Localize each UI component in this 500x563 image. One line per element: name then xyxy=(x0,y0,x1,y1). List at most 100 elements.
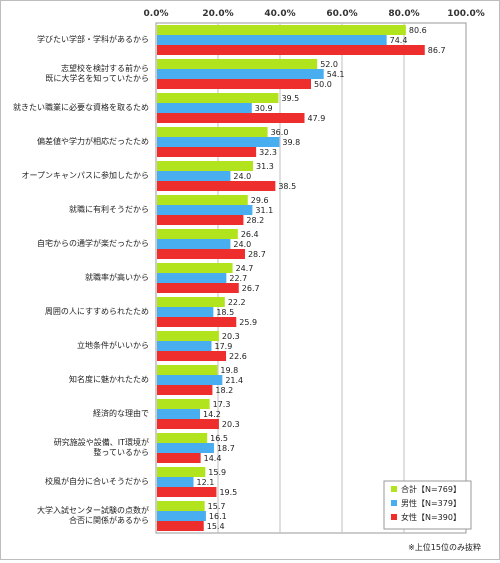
data-label: 19.8 xyxy=(220,366,238,375)
category-label: 周囲の人にすすめられたため xyxy=(45,307,149,316)
bars-layer xyxy=(157,25,425,531)
bar xyxy=(157,297,225,307)
x-tick-label: 60.0% xyxy=(326,9,357,19)
data-label: 31.1 xyxy=(255,206,273,215)
data-label: 32.3 xyxy=(259,148,277,157)
legend-label: 女性【N=390】 xyxy=(401,512,461,522)
data-label: 50.0 xyxy=(314,80,332,89)
x-tick-label: 100.0% xyxy=(447,9,485,19)
data-label: 15.9 xyxy=(208,468,226,477)
data-label: 14.2 xyxy=(203,410,221,419)
bar xyxy=(157,433,208,443)
legend-swatch xyxy=(391,500,397,506)
data-label: 14.4 xyxy=(204,454,222,463)
data-label: 15.4 xyxy=(207,522,225,531)
bar xyxy=(157,399,210,409)
bar xyxy=(157,341,212,351)
x-tick-label: 40.0% xyxy=(264,9,295,19)
bar xyxy=(157,59,318,69)
data-label: 17.9 xyxy=(214,342,232,351)
bar xyxy=(157,113,305,123)
bar xyxy=(157,273,227,283)
bar xyxy=(157,317,237,327)
bar xyxy=(157,229,238,239)
legend-label: 男性【N=379】 xyxy=(401,498,461,508)
legend-label: 合計【N=769】 xyxy=(401,484,461,494)
category-label: 経済的な理由で xyxy=(93,408,149,418)
data-label: 36.0 xyxy=(271,128,289,137)
data-label: 24.0 xyxy=(233,240,251,249)
bar xyxy=(157,331,219,341)
data-label: 16.5 xyxy=(210,434,228,443)
data-label: 21.4 xyxy=(225,376,243,385)
data-label: 26.7 xyxy=(242,284,260,293)
data-label: 39.8 xyxy=(282,138,300,147)
data-label: 18.5 xyxy=(216,308,234,317)
x-tick-label: 0.0% xyxy=(144,9,169,19)
legend: 合計【N=769】男性【N=379】女性【N=390】 xyxy=(383,480,472,530)
x-tick-label: 80.0% xyxy=(388,9,419,19)
data-label: 22.7 xyxy=(229,274,247,283)
legend-swatch xyxy=(391,486,397,492)
data-label: 18.7 xyxy=(217,444,235,453)
bar xyxy=(157,351,227,361)
bar xyxy=(157,501,205,511)
category-label: 就きたい職業に必要な資格を取るため xyxy=(13,102,149,112)
legend-swatch xyxy=(391,514,397,520)
category-label: 学びたい学部・学科があるから xyxy=(37,34,149,44)
data-label: 74.4 xyxy=(390,36,408,45)
bar xyxy=(157,127,268,137)
data-label: 47.9 xyxy=(307,114,325,123)
category-label: 就職に有利そうだから xyxy=(69,204,149,214)
data-label: 20.3 xyxy=(222,332,240,341)
category-label: 自宅からの通学が楽だったから xyxy=(37,238,149,248)
category-label: 就職率が高いから xyxy=(85,272,149,282)
data-label: 26.4 xyxy=(241,230,259,239)
bar xyxy=(157,25,406,35)
bar xyxy=(157,375,223,385)
bar xyxy=(157,365,218,375)
category-label: 志望校を検討する前から xyxy=(61,63,149,73)
category-label: 整っているから xyxy=(93,447,149,457)
category-label: オープンキャンパスに参加したから xyxy=(21,170,149,180)
category-label: 既に大学名を知っていたから xyxy=(45,73,149,83)
bar xyxy=(157,69,324,79)
data-label: 31.3 xyxy=(256,162,274,171)
bar xyxy=(157,477,194,487)
bar xyxy=(157,487,217,497)
legend-box xyxy=(383,480,472,530)
bar xyxy=(157,511,206,521)
data-label: 20.3 xyxy=(222,420,240,429)
data-label: 29.6 xyxy=(251,196,269,205)
data-label: 16.1 xyxy=(209,512,227,521)
data-label: 18.2 xyxy=(215,386,233,395)
bar xyxy=(157,521,204,531)
footnote: ※上位15位のみ抜粋 xyxy=(408,542,481,552)
bar xyxy=(157,137,280,147)
data-label: 54.1 xyxy=(327,70,345,79)
bar xyxy=(157,385,213,395)
bar xyxy=(157,453,201,463)
data-label: 24.0 xyxy=(233,172,251,181)
data-label: 39.5 xyxy=(281,94,299,103)
data-label: 38.5 xyxy=(278,182,296,191)
bar xyxy=(157,409,201,419)
bar xyxy=(157,171,231,181)
bar xyxy=(157,103,252,113)
bar xyxy=(157,79,311,89)
data-label: 19.5 xyxy=(219,488,237,497)
bar xyxy=(157,263,233,273)
bar xyxy=(157,181,276,191)
bar xyxy=(157,35,387,45)
data-label: 24.7 xyxy=(236,264,254,273)
category-label: 合否に関係があるから xyxy=(69,515,149,525)
bar xyxy=(157,147,257,157)
bar xyxy=(157,467,206,477)
data-label: 22.2 xyxy=(228,298,246,307)
bar xyxy=(157,93,279,103)
data-label: 15.7 xyxy=(208,502,226,511)
data-label: 86.7 xyxy=(428,46,446,55)
data-label: 80.6 xyxy=(409,26,427,35)
